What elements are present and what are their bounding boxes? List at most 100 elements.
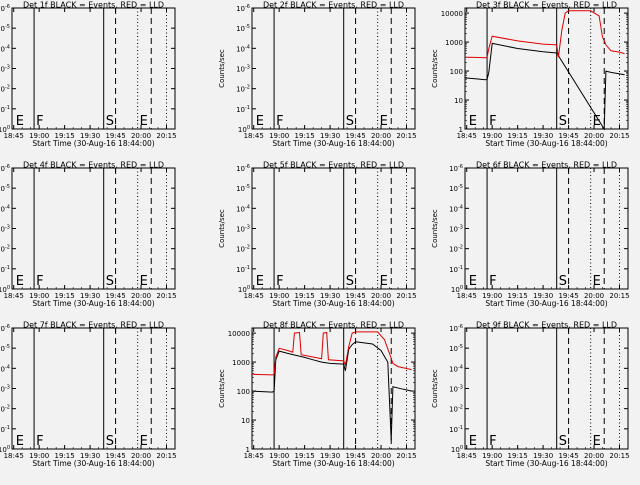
y-tick-label: 10-1 — [236, 265, 250, 274]
y-axis-label: Counts/sec — [218, 369, 226, 408]
x-tick-label: 19:30 — [533, 292, 553, 300]
event-marker-label: E — [140, 114, 148, 129]
y-tick-label: 10 — [454, 97, 463, 105]
x-tick-label: 19:00 — [482, 452, 502, 460]
panel-title: Det 3f BLACK = Events, RED = LLD — [476, 1, 617, 10]
y-tick-label: 10-3 — [0, 65, 10, 74]
y-tick-label: 10-4 — [236, 204, 250, 213]
event-marker-label: E — [593, 274, 601, 289]
y-tick-label: 10-1 — [236, 105, 250, 114]
y-tick-label: 100 — [451, 445, 463, 454]
y-tick-label: 10-1 — [449, 425, 463, 434]
x-tick-label: 20:15 — [156, 292, 176, 300]
panel-1: Det 1f BLACK = Events, RED = LLD 100 10-1 1… — [0, 1, 177, 149]
y-tick-label: 1000 — [232, 359, 250, 367]
x-tick-label: 20:15 — [396, 292, 416, 300]
y-tick-label: 10-1 — [0, 265, 10, 274]
x-tick-label: 19:00 — [269, 132, 289, 140]
y-tick-label: 10-6 — [449, 324, 463, 333]
x-tick-label: 19:45 — [558, 292, 578, 300]
y-tick-label: 10-2 — [449, 245, 463, 254]
x-tick-label: 19:00 — [269, 452, 289, 460]
x-tick-label: 19:45 — [105, 132, 125, 140]
event-marker-label: E — [140, 434, 148, 449]
x-tick-label: 19:15 — [55, 132, 75, 140]
x-tick-label: 19:00 — [269, 292, 289, 300]
y-tick-label: 10-4 — [449, 364, 463, 373]
panel-title: Det 8f BLACK = Events, RED = LLD — [263, 321, 404, 330]
x-axis-label: Start Time (30-Aug-16 18:44:00) — [272, 459, 394, 468]
event-marker-label: E — [16, 434, 24, 449]
y-tick-label: 10-6 — [0, 324, 10, 333]
y-tick-label: 10 — [241, 417, 250, 425]
y-tick-label: 100 — [450, 68, 463, 76]
y-axis-label: Counts/sec — [218, 209, 226, 248]
panel-title: Det 5f BLACK = Events, RED = LLD — [263, 161, 404, 170]
y-tick-label: 10-2 — [0, 405, 10, 414]
event-marker-label: F — [36, 114, 43, 129]
x-tick-label: 20:15 — [396, 132, 416, 140]
x-tick-label: 19:45 — [558, 132, 578, 140]
event-marker-label: S — [346, 274, 354, 289]
x-tick-label: 18:45 — [244, 292, 264, 300]
event-marker-label: E — [16, 114, 24, 129]
x-tick-label: 19:30 — [80, 452, 100, 460]
x-axis-label: Start Time (30-Aug-16 18:44:00) — [272, 299, 394, 308]
y-tick-label: 10-3 — [236, 225, 250, 234]
plot-frame — [464, 7, 629, 130]
y-tick-label: 10-5 — [0, 24, 10, 33]
y-tick-label: 10-6 — [236, 4, 250, 13]
y-tick-label: 100 — [238, 125, 250, 134]
x-tick-label: 19:15 — [295, 452, 315, 460]
panel-title: Det 1f BLACK = Events, RED = LLD — [23, 1, 164, 10]
x-axis-label: Start Time (30-Aug-16 18:44:00) — [32, 139, 154, 148]
plot-frame — [11, 7, 176, 130]
x-tick-label: 20:00 — [584, 132, 604, 140]
x-tick-label: 19:45 — [105, 452, 125, 460]
y-tick-label: 10-6 — [449, 164, 463, 173]
y-tick-label: 10-4 — [0, 44, 10, 53]
x-tick-label: 18:45 — [4, 452, 24, 460]
x-tick-label: 19:30 — [80, 132, 100, 140]
event-marker-label: E — [469, 274, 477, 289]
panel-3: Det 3f BLACK = Events, RED = LLD 1 10 100 10… — [431, 1, 630, 149]
x-tick-label: 20:15 — [609, 292, 629, 300]
y-tick-label: 10-5 — [236, 184, 250, 193]
event-marker-label: F — [276, 274, 283, 289]
x-tick-label: 19:15 — [508, 132, 528, 140]
y-tick-label: 10-4 — [0, 364, 10, 373]
y-tick-label: 10-3 — [449, 225, 463, 234]
event-marker-label: F — [36, 434, 43, 449]
event-marker-label: E — [380, 114, 388, 129]
x-tick-label: 19:15 — [508, 292, 528, 300]
event-marker-label: E — [16, 274, 24, 289]
x-tick-label: 18:45 — [244, 132, 264, 140]
panel-title: Det 7f BLACK = Events, RED = LLD — [23, 321, 164, 330]
x-tick-label: 19:45 — [345, 132, 365, 140]
x-tick-label: 19:30 — [320, 132, 340, 140]
x-axis-label: Start Time (30-Aug-16 18:44:00) — [32, 299, 154, 308]
event-marker-label: S — [559, 274, 567, 289]
x-tick-label: 19:15 — [55, 292, 75, 300]
x-tick-label: 20:15 — [396, 452, 416, 460]
y-tick-label: 10000 — [441, 10, 463, 18]
series-line-2 — [464, 10, 625, 59]
y-tick-label: 10-1 — [449, 265, 463, 274]
panel-title: Det 6f BLACK = Events, RED = LLD — [476, 161, 617, 170]
y-tick-label: 1 — [246, 446, 250, 454]
panel-4: Det 4f BLACK = Events, RED = LLD 100 10-1 1… — [0, 161, 177, 309]
event-marker-label: F — [489, 274, 496, 289]
series-line-1 — [464, 42, 625, 131]
event-marker-label: E — [140, 274, 148, 289]
y-tick-label: 10-3 — [449, 385, 463, 394]
x-tick-label: 20:00 — [131, 132, 151, 140]
x-tick-label: 18:45 — [457, 452, 477, 460]
y-tick-label: 1000 — [445, 39, 463, 47]
event-marker-label: E — [256, 114, 264, 129]
y-tick-label: 10-4 — [236, 44, 250, 53]
plot-frame — [251, 7, 416, 130]
y-tick-label: 10-5 — [0, 184, 10, 193]
plot-frame — [464, 167, 629, 290]
series-line-2 — [251, 331, 412, 376]
event-marker-label: F — [36, 274, 43, 289]
